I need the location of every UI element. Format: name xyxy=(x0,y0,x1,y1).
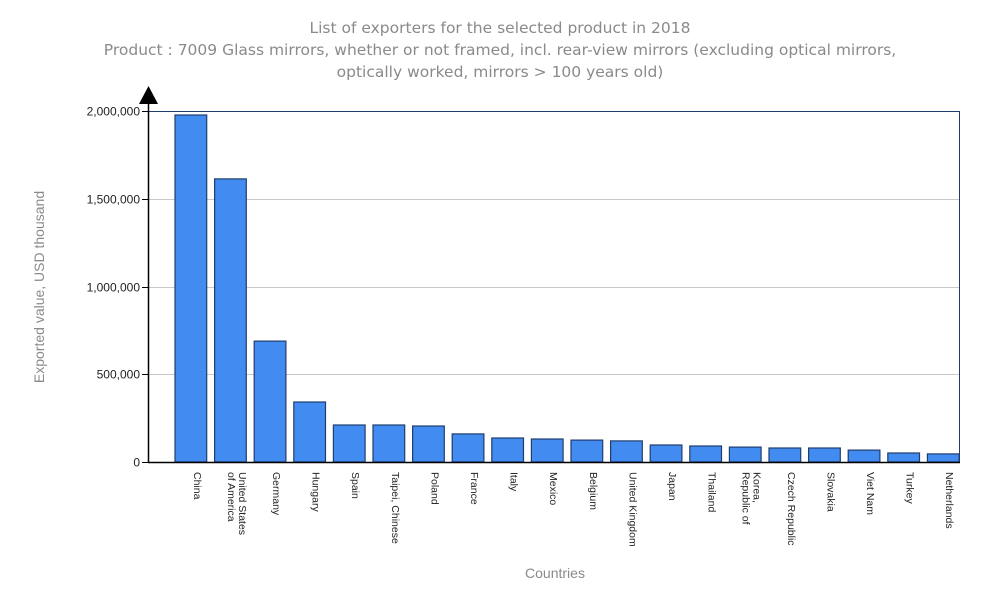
bar xyxy=(807,447,841,463)
x-tick-label: United States xyxy=(236,472,248,535)
bar xyxy=(174,114,208,463)
x-axis-title: Countries xyxy=(525,565,585,581)
x-tick-label: United Kingdom xyxy=(626,472,638,547)
y-axis-arrow-icon xyxy=(139,86,158,104)
bars xyxy=(174,114,960,463)
x-tick-label: Republic of xyxy=(740,472,752,525)
y-axis-title: Exported value, USD thousand xyxy=(31,191,47,383)
x-tick-label: Italy xyxy=(508,472,520,492)
bar xyxy=(214,178,247,463)
bar xyxy=(451,433,485,463)
x-tick-label: Thailand xyxy=(706,472,718,512)
y-tick-label: 1,500,000 xyxy=(87,193,141,207)
bar xyxy=(649,444,683,463)
bar xyxy=(609,440,643,463)
bar xyxy=(887,452,921,463)
x-tick-label: Spain xyxy=(349,472,361,499)
chart-subtitle-line-1: Product : 7009 Glass mirrors, whether or… xyxy=(103,41,897,59)
x-tick-label: Japan xyxy=(666,472,678,501)
x-tick-label: of America xyxy=(225,472,237,522)
axes xyxy=(139,86,960,464)
x-tick-label: Netherlands xyxy=(943,472,955,529)
bar xyxy=(728,446,762,463)
x-tick-label: Slovakia xyxy=(824,472,836,512)
bar xyxy=(847,449,881,463)
bar xyxy=(412,425,445,463)
x-tick-label: Hungary xyxy=(310,472,322,512)
x-tick-label: Poland xyxy=(428,472,440,505)
bar xyxy=(530,438,564,463)
x-tick-label: Belgium xyxy=(587,472,599,510)
y-tick-label: 1,000,000 xyxy=(87,281,141,295)
y-axis-ticks: 0 500,000 1,000,000 1,500,000 2,000,000 xyxy=(87,105,148,470)
bar xyxy=(926,453,960,463)
y-tick-label: 2,000,000 xyxy=(87,105,141,119)
x-tick-label: France xyxy=(468,472,480,505)
bar xyxy=(253,340,287,463)
x-tick-label: Czech Republic xyxy=(785,472,797,546)
x-tick-label: Germany xyxy=(270,472,282,516)
x-tick-label: China xyxy=(191,472,203,500)
bar xyxy=(332,424,366,463)
bar xyxy=(689,445,723,463)
x-tick-label: Korea, xyxy=(751,472,763,503)
bar xyxy=(491,437,525,463)
y-tick-label: 0 xyxy=(133,456,140,470)
chart-subtitle-line-2: optically worked, mirrors > 100 years ol… xyxy=(336,63,664,81)
x-tick-label: Mexico xyxy=(547,472,559,505)
bar xyxy=(570,439,604,463)
bar xyxy=(293,401,327,463)
x-tick-label: Taipei, Chinese xyxy=(389,472,401,544)
bar xyxy=(372,424,406,463)
bar xyxy=(768,447,802,463)
y-tick-label: 500,000 xyxy=(97,368,141,382)
x-tick-label: Viet Nam xyxy=(864,472,876,515)
x-tick-label: Turkey xyxy=(904,472,916,504)
chart-title: List of exporters for the selected produ… xyxy=(309,19,691,37)
